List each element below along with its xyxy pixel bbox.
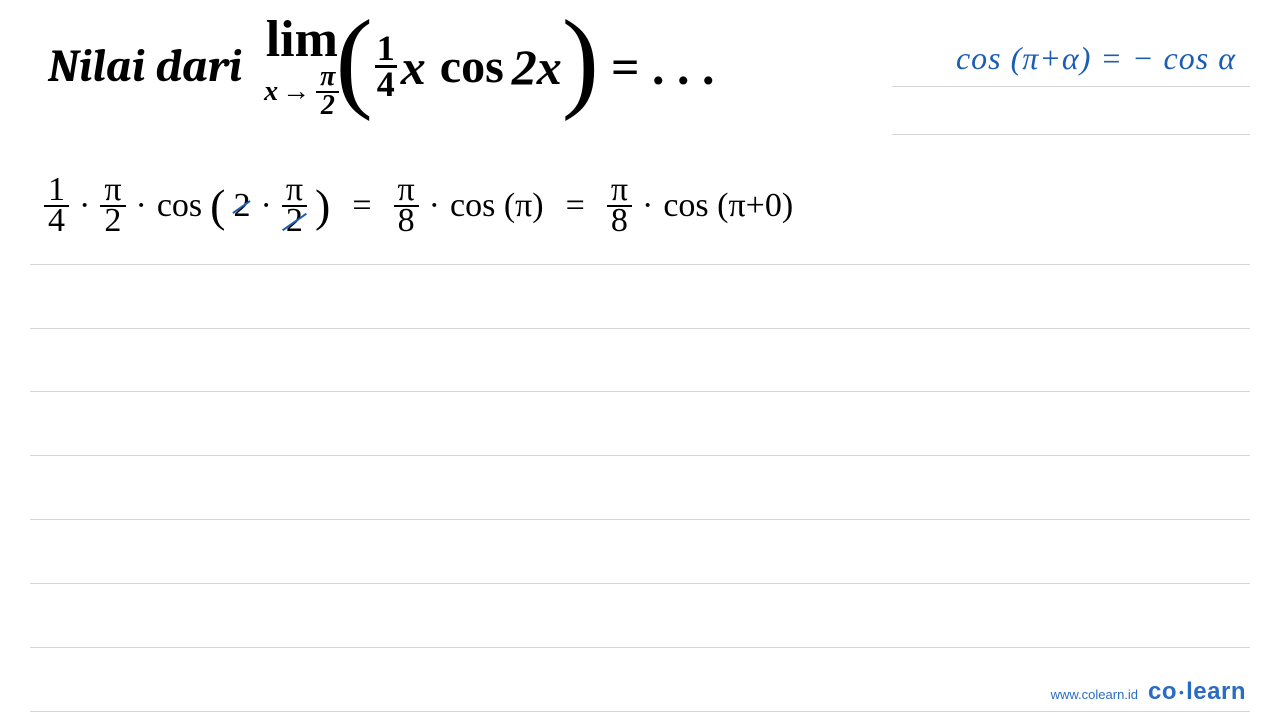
coefficient-fraction: 1 4 <box>375 32 397 101</box>
cancelled-two: 2 <box>233 187 250 225</box>
fraction-denominator: 8 <box>394 207 419 236</box>
equals-sign: = <box>352 187 371 225</box>
ruled-line <box>30 519 1250 520</box>
limit-subscript: x → π 2 <box>264 64 339 119</box>
fraction-numerator: 1 <box>375 32 397 68</box>
cos-pi: cos (π) <box>450 187 544 225</box>
limit-operator: lim x → π 2 <box>264 14 339 119</box>
cos-word: cos <box>440 39 504 94</box>
dot-icon: · <box>429 187 440 225</box>
fraction-denominator: 4 <box>44 207 69 236</box>
paren-close: ) <box>562 30 599 92</box>
logo-dot-icon: • <box>1179 685 1184 700</box>
paren-open: ( <box>335 30 372 92</box>
fraction-pi-2: π 2 <box>100 176 125 236</box>
equals-sign: = <box>566 187 585 225</box>
ruled-line <box>892 86 1250 87</box>
working-line: 1 4 · π 2 · cos ( 2 · π 2 ) = π 8 · cos … <box>40 176 797 236</box>
ruled-line <box>30 455 1250 456</box>
footer-logo: co•learn <box>1148 678 1246 706</box>
variable-x: x <box>401 38 426 96</box>
arrow-icon: → <box>282 76 310 108</box>
identity-note: cos (π+α) = − cos α <box>956 40 1236 77</box>
expression-group: ( 1 4 x cos 2x ) <box>335 32 599 101</box>
ruled-line <box>892 134 1250 135</box>
logo-part-2: learn <box>1186 678 1246 705</box>
fraction-denominator: 8 <box>607 207 632 236</box>
fraction-denominator: 2 <box>282 207 307 236</box>
problem-lead: Nilai dari <box>48 40 242 93</box>
equals-dots: = . . . <box>611 38 715 96</box>
paren-open: ( <box>210 194 225 217</box>
dot-icon: · <box>642 187 653 225</box>
footer-branding: www.colearn.id co•learn <box>1051 678 1246 706</box>
dot-icon: · <box>79 187 90 225</box>
cos-word: cos <box>157 187 202 225</box>
dot-icon: · <box>260 187 271 225</box>
argument-2x: 2x <box>512 38 562 96</box>
limit-word: lim <box>266 14 338 66</box>
ruled-line <box>30 711 1250 712</box>
footer-url: www.colearn.id <box>1051 687 1138 702</box>
ruled-line <box>30 583 1250 584</box>
logo-part-1: co <box>1148 678 1177 705</box>
fraction-pi-8: π 8 <box>394 176 419 236</box>
ruled-line <box>30 647 1250 648</box>
fraction-denominator: 2 <box>100 207 125 236</box>
paren-close: ) <box>315 194 330 217</box>
ruled-line <box>30 264 1250 265</box>
dot-icon: · <box>136 187 147 225</box>
cos-pi-plus-0: cos (π+0) <box>663 187 793 225</box>
problem-statement: Nilai dari lim x → π 2 ( 1 4 x cos 2x ) <box>48 14 715 119</box>
page: Nilai dari lim x → π 2 ( 1 4 x cos 2x ) <box>0 0 1280 720</box>
fraction-pi-8-b: π 8 <box>607 176 632 236</box>
ruled-line <box>30 328 1250 329</box>
fraction-pi-2-arg: π 2 <box>282 176 307 236</box>
limit-var: x <box>264 76 278 108</box>
fraction-1-4: 1 4 <box>44 176 69 236</box>
fraction-denominator: 4 <box>375 68 397 101</box>
ruled-line <box>30 391 1250 392</box>
